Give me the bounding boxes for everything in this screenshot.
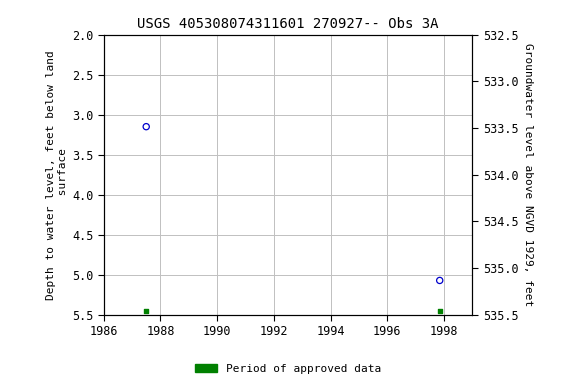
Point <box>435 277 444 283</box>
Legend: Period of approved data: Period of approved data <box>191 359 385 379</box>
Point <box>142 124 151 130</box>
Point <box>435 308 444 314</box>
Y-axis label: Groundwater level above NGVD 1929, feet: Groundwater level above NGVD 1929, feet <box>522 43 533 306</box>
Title: USGS 405308074311601 270927-- Obs 3A: USGS 405308074311601 270927-- Obs 3A <box>137 17 439 31</box>
Point <box>142 308 151 314</box>
Y-axis label: Depth to water level, feet below land
 surface: Depth to water level, feet below land su… <box>46 50 68 300</box>
